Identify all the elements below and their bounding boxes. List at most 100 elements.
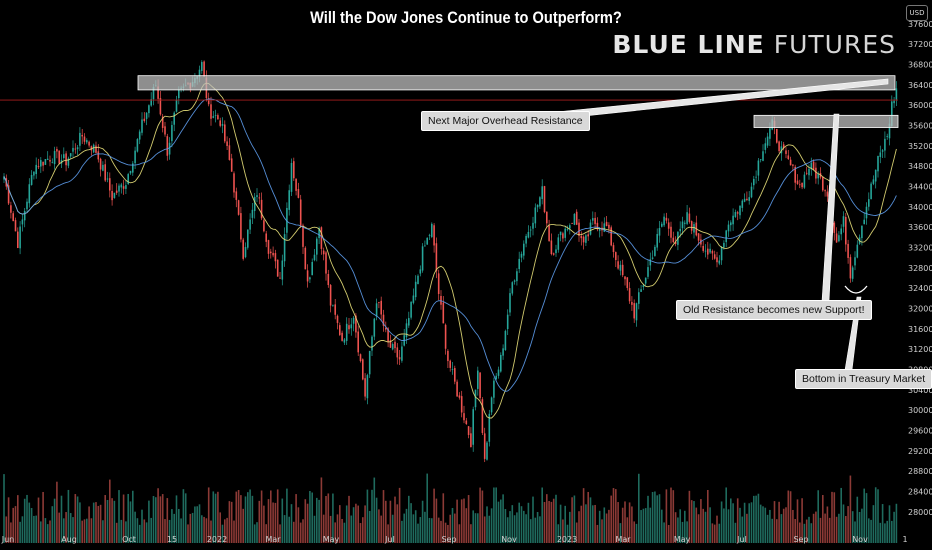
volume-bar [884, 523, 886, 543]
candle-body [557, 237, 560, 250]
volume-bar [776, 519, 778, 543]
candle-body [233, 173, 235, 193]
candle-body [603, 223, 606, 232]
volume-bar [276, 489, 279, 543]
volume-bar [106, 499, 109, 543]
volume-bar [578, 511, 580, 543]
candle-body [28, 184, 31, 204]
volume-bar [725, 487, 727, 543]
candle-body [410, 302, 412, 318]
candle-body [835, 233, 838, 243]
currency-badge[interactable]: USD [906, 5, 928, 21]
volume-bar [111, 498, 113, 543]
x-tick-label: 2023 [557, 535, 577, 544]
volume-bar [481, 490, 484, 543]
volume-bar [417, 523, 419, 543]
candle-body [274, 253, 277, 262]
candle-body [782, 144, 785, 149]
volume-bar [65, 512, 67, 543]
volume-bar [168, 519, 171, 543]
volume-bar [378, 509, 380, 543]
candle-body [207, 98, 210, 105]
y-tick-label: 35600 [908, 122, 932, 131]
candle-body [435, 243, 438, 272]
volume-bar [120, 519, 123, 543]
candle-body [283, 234, 286, 262]
volume-bar [661, 509, 663, 543]
volume-bar [159, 496, 162, 543]
candle-body [164, 126, 166, 135]
volume-bar [672, 490, 675, 543]
candle-body [345, 323, 348, 341]
candle-body [555, 249, 557, 254]
candle-body [219, 120, 221, 126]
candle-body [14, 220, 17, 232]
volume-bar [281, 498, 284, 543]
volume-bar [56, 481, 58, 543]
volume-bar [207, 487, 210, 543]
candle-body [417, 275, 419, 285]
volume-bar [642, 508, 645, 543]
volume-bar [63, 518, 65, 543]
volume-bar [847, 506, 849, 543]
volume-bar [5, 516, 8, 543]
volume-bar [364, 505, 366, 543]
candle-body [665, 217, 668, 221]
candle-body [654, 246, 656, 256]
candle-body [394, 341, 396, 349]
volume-bar [341, 518, 343, 543]
candle-body [812, 161, 815, 170]
volume-bar [288, 516, 290, 543]
volume-bar [764, 507, 767, 543]
candle-body [221, 124, 224, 126]
candle-body [495, 375, 497, 380]
volume-bar [589, 497, 592, 543]
volume-bar [541, 487, 543, 543]
candle-body [799, 184, 801, 186]
volume-bar [95, 502, 97, 543]
y-tick-label: 28000 [908, 508, 932, 517]
candle-body [638, 292, 640, 304]
candle-body [863, 219, 865, 225]
volume-bar [831, 491, 833, 543]
candle-body [746, 198, 748, 201]
volume-bar [608, 509, 610, 543]
volume-bar [736, 498, 739, 543]
price-axis[interactable]: 2800028400288002920029600300003040030800… [908, 20, 932, 517]
volume-bar [357, 505, 359, 543]
volume-bar [309, 490, 311, 543]
volume-bar [529, 519, 532, 543]
volume-bar [12, 507, 14, 543]
volume-bar [322, 514, 325, 543]
volume-bar [180, 518, 182, 543]
candle-body [672, 237, 675, 243]
volume-bar [297, 507, 300, 543]
candle-body [881, 150, 884, 152]
resistance-zone [137, 75, 896, 91]
y-tick-label: 32000 [908, 305, 932, 314]
volume-bar [718, 523, 721, 543]
candle-body [159, 98, 162, 115]
volume-bar [401, 520, 403, 543]
candle-body [224, 124, 226, 142]
candle-body [364, 378, 366, 397]
candle-body [72, 147, 74, 152]
candle-body [26, 201, 28, 210]
volume-bar [442, 493, 445, 543]
volume-bar [861, 508, 863, 543]
volume-bar [603, 507, 606, 543]
volume-bar [380, 515, 382, 543]
x-tick-label: Oct [122, 535, 136, 544]
candle-body [787, 155, 790, 160]
volume-bar [842, 504, 845, 543]
volume-bar [134, 511, 136, 543]
volume-bar [263, 505, 265, 543]
candle-body [99, 158, 102, 170]
candle-body [419, 269, 422, 274]
volume-bar [221, 524, 224, 543]
candle-body [382, 314, 385, 326]
candle-body [594, 217, 596, 225]
time-axis[interactable]: Jun Aug Oct 15 2022 Mar May Jul Sep Nov 2023 Mar May… [1, 535, 908, 544]
volume-bar [371, 489, 373, 543]
volume-bar [780, 514, 783, 543]
